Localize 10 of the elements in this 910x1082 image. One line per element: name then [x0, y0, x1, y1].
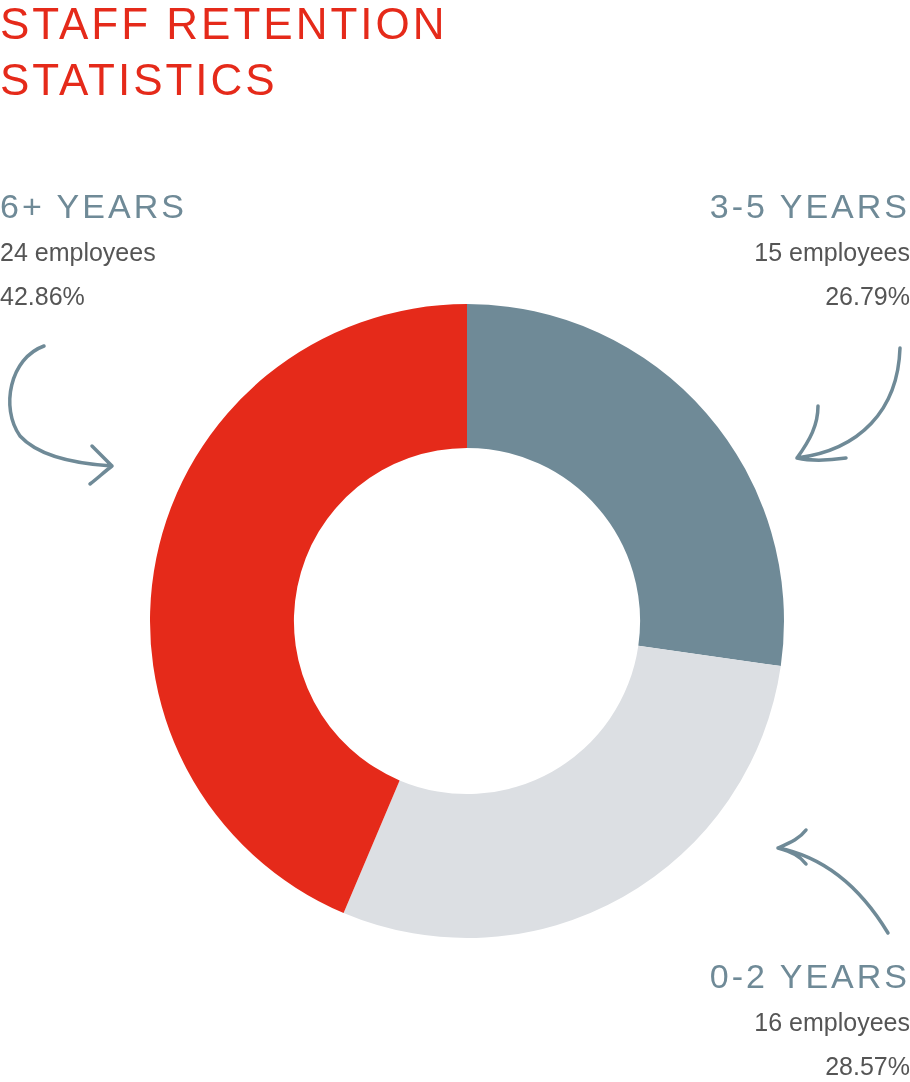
chart-title: STAFF RETENTION STATISTICS	[0, 0, 449, 106]
text: 42.86%	[0, 281, 86, 312]
text: 28.57%	[824, 1051, 910, 1082]
data-label: 24 employees	[0, 237, 157, 268]
data-label: 15 employees	[753, 237, 910, 268]
data-label: 16 employees	[753, 1007, 910, 1038]
slice-label: 6+ YEARS	[0, 186, 187, 226]
slice-label: 3-5 YEARS	[709, 186, 910, 226]
text: 26.79%	[824, 281, 910, 312]
slice-label: 0-2 YEARS	[709, 956, 910, 996]
